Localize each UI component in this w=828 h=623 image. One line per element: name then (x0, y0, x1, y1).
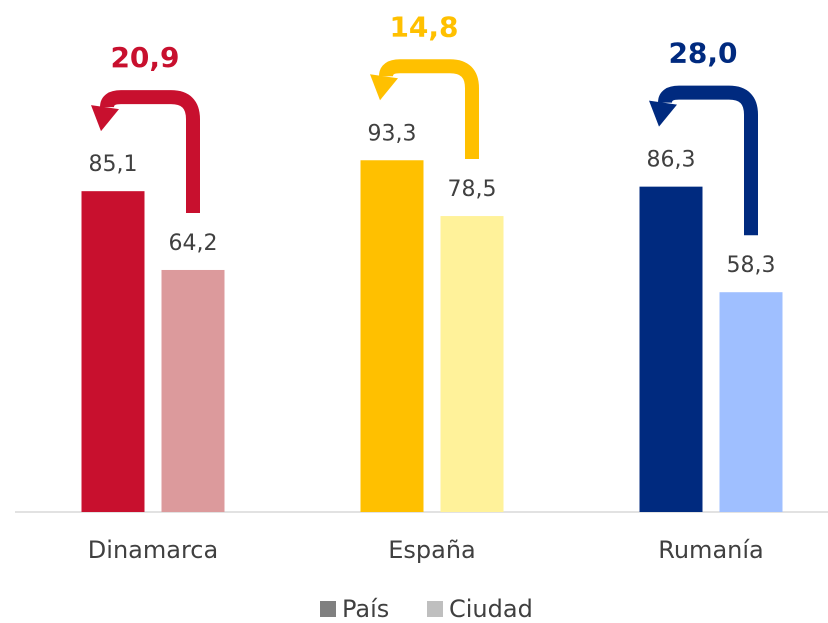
difference-arrow (100, 90, 200, 213)
value-label: 64,2 (169, 231, 218, 256)
value-label: 58,3 (727, 253, 776, 278)
bar (81, 191, 145, 512)
x-tick-label: España (388, 536, 476, 564)
difference-arrow (658, 85, 758, 236)
difference-arrow (379, 59, 479, 160)
bar (639, 186, 703, 513)
difference-label: 20,9 (110, 41, 179, 74)
bar (719, 292, 783, 512)
x-tick-label: Dinamarca (88, 536, 218, 564)
arrow-head (370, 74, 398, 101)
legend-label: País (342, 595, 389, 623)
value-label: 93,3 (368, 121, 417, 146)
value-label: 86,3 (647, 148, 696, 173)
bar (440, 216, 504, 512)
legend-swatch (320, 601, 336, 617)
difference-label: 14,8 (389, 10, 458, 43)
legend-label: Ciudad (449, 595, 533, 623)
bar (161, 269, 225, 512)
value-label: 85,1 (89, 152, 138, 177)
difference-label: 28,0 (668, 37, 737, 70)
value-label: 78,5 (448, 177, 497, 202)
arrow-head (91, 105, 119, 132)
legend-swatch (427, 601, 443, 617)
x-tick-label: Rumanía (658, 536, 763, 564)
bar (360, 160, 424, 512)
arrow-head (649, 100, 677, 127)
